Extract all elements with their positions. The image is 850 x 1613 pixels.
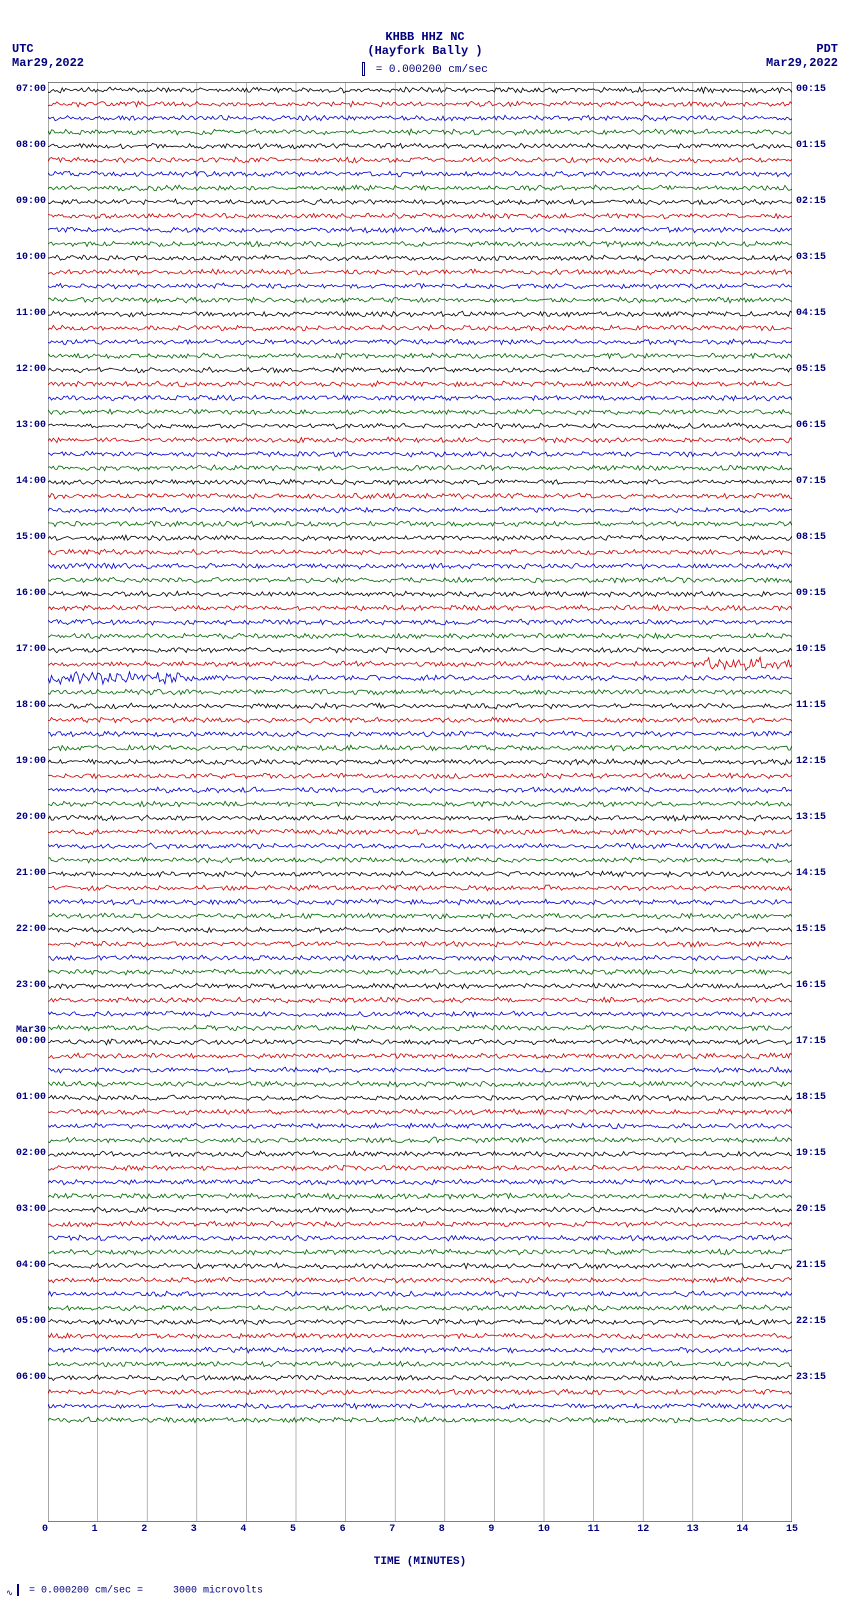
helicorder-plot: 07:0008:0009:0010:0011:0012:0013:0014:00… xyxy=(48,82,792,1568)
chart-header: UTC Mar29,2022 PDT Mar29,2022 KHBB HHZ N… xyxy=(0,0,850,76)
pdt-hour-label: 02:15 xyxy=(796,197,826,207)
x-tick-label: 13 xyxy=(687,1524,699,1535)
x-tick-label: 9 xyxy=(488,1524,494,1535)
utc-hour-label: 11:00 xyxy=(16,309,46,319)
utc-hour-label: 10:00 xyxy=(16,253,46,263)
x-tick-label: 0 xyxy=(42,1524,48,1535)
pdt-hour-label: 16:15 xyxy=(796,981,826,991)
pdt-hour-label: 15:15 xyxy=(796,925,826,935)
utc-hour-label: 15:00 xyxy=(16,533,46,543)
utc-time-labels: 07:00 08:00 09:00 10:00 11:00 12:00 13:00 14:00… xyxy=(4,82,46,1522)
utc-hour-label: 08:00 xyxy=(16,141,46,151)
station-code: KHBB HHZ NC xyxy=(0,30,850,44)
scale-bar-icon xyxy=(362,62,365,76)
tz-right-label: PDT xyxy=(766,42,838,56)
tz-right-date: Mar29,2022 xyxy=(766,56,838,70)
pdt-hour-label: 18:15 xyxy=(796,1093,826,1103)
utc-hour-label: 20:00 xyxy=(16,813,46,823)
pdt-hour-label: 12:15 xyxy=(796,757,826,767)
pdt-hour-label: 17:15 xyxy=(796,1037,826,1047)
tz-left: UTC Mar29,2022 xyxy=(12,42,84,70)
pdt-hour-label: 10:15 xyxy=(796,645,826,655)
utc-hour-label: 01:00 xyxy=(16,1093,46,1103)
utc-hour-label: 14:00 xyxy=(16,477,46,487)
scale-indicator: = 0.000200 cm/sec xyxy=(0,62,850,76)
pdt-hour-label: 09:15 xyxy=(796,589,826,599)
utc-hour-label: 00:00 xyxy=(16,1037,46,1047)
tz-left-label: UTC xyxy=(12,42,84,56)
x-tick-labels: 0123456789101112131415 xyxy=(48,1522,792,1538)
footer-left: = 0.000200 cm/sec = xyxy=(29,1586,143,1597)
x-axis-title: TIME (MINUTES) xyxy=(48,1556,792,1568)
station-location: (Hayfork Bally ) xyxy=(0,44,850,58)
pdt-hour-label: 20:15 xyxy=(796,1205,826,1215)
x-tick-label: 12 xyxy=(637,1524,649,1535)
utc-hour-label: 22:00 xyxy=(16,925,46,935)
pdt-hour-label: 08:15 xyxy=(796,533,826,543)
helicorder-svg xyxy=(48,82,792,1522)
utc-hour-label: 06:00 xyxy=(16,1373,46,1383)
pdt-hour-label: 05:15 xyxy=(796,365,826,375)
utc-hour-label: 23:00 xyxy=(16,981,46,991)
utc-hour-label: 03:00 xyxy=(16,1205,46,1215)
pdt-hour-label: 01:15 xyxy=(796,141,826,151)
pdt-hour-label: 19:15 xyxy=(796,1149,826,1159)
x-tick-label: 11 xyxy=(588,1524,600,1535)
utc-hour-label: 12:00 xyxy=(16,365,46,375)
utc-hour-label: 05:00 xyxy=(16,1317,46,1327)
pdt-hour-label: 22:15 xyxy=(796,1317,826,1327)
utc-hour-label: 02:00 xyxy=(16,1149,46,1159)
utc-hour-label: 16:00 xyxy=(16,589,46,599)
pdt-hour-label: 14:15 xyxy=(796,869,826,879)
footer-scale: ∿ = 0.000200 cm/sec = 3000 microvolts xyxy=(0,1568,850,1607)
x-tick-label: 10 xyxy=(538,1524,550,1535)
x-tick-label: 4 xyxy=(240,1524,246,1535)
tz-right: PDT Mar29,2022 xyxy=(766,42,838,70)
pdt-hour-label: 21:15 xyxy=(796,1261,826,1271)
x-tick-label: 15 xyxy=(786,1524,798,1535)
utc-hour-label: 17:00 xyxy=(16,645,46,655)
x-tick-label: 14 xyxy=(736,1524,748,1535)
x-tick-label: 2 xyxy=(141,1524,147,1535)
pdt-hour-label: 23:15 xyxy=(796,1373,826,1383)
utc-hour-label: 13:00 xyxy=(16,421,46,431)
pdt-hour-label: 00:15 xyxy=(796,85,826,95)
utc-hour-label: 07:00 xyxy=(16,85,46,95)
x-tick-label: 8 xyxy=(439,1524,445,1535)
utc-hour-label: 21:00 xyxy=(16,869,46,879)
pdt-hour-label: 13:15 xyxy=(796,813,826,823)
scale-bar-icon xyxy=(17,1584,19,1596)
pdt-hour-label: 03:15 xyxy=(796,253,826,263)
pdt-hour-label: 04:15 xyxy=(796,309,826,319)
x-tick-label: 3 xyxy=(191,1524,197,1535)
utc-hour-label: 19:00 xyxy=(16,757,46,767)
utc-hour-label: 04:00 xyxy=(16,1261,46,1271)
x-tick-label: 6 xyxy=(340,1524,346,1535)
scale-text: = 0.000200 cm/sec xyxy=(376,64,488,76)
pdt-hour-label: 06:15 xyxy=(796,421,826,431)
pdt-time-labels: 00:15 01:15 02:15 03:15 04:15 05:15 06:15 07:15… xyxy=(796,82,842,1522)
date-marker: Mar30 xyxy=(16,1026,46,1036)
utc-hour-label: 09:00 xyxy=(16,197,46,207)
footer-right: 3000 microvolts xyxy=(173,1586,263,1597)
pdt-hour-label: 07:15 xyxy=(796,477,826,487)
x-tick-label: 1 xyxy=(92,1524,98,1535)
pdt-hour-label: 11:15 xyxy=(796,701,826,711)
x-tick-label: 7 xyxy=(389,1524,395,1535)
tz-left-date: Mar29,2022 xyxy=(12,56,84,70)
utc-hour-label: 18:00 xyxy=(16,701,46,711)
x-tick-label: 5 xyxy=(290,1524,296,1535)
